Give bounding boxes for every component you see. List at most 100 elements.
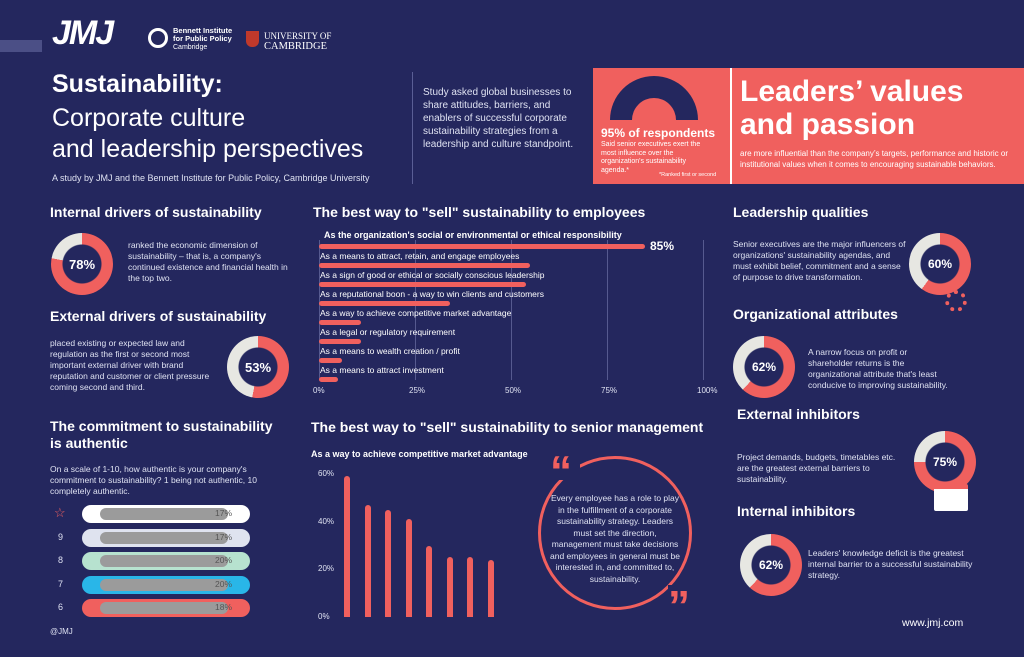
- gears-icon: [945, 290, 967, 312]
- commitment-row: 18%: [82, 599, 250, 617]
- byline: A study by JMJ and the Bennett Institute…: [52, 173, 370, 183]
- score-label: 6: [58, 602, 64, 612]
- vertical-bar: [487, 559, 494, 617]
- vertical-bar: [467, 557, 473, 617]
- commitment-row-track: [100, 602, 228, 614]
- employees-chart-top-value: 85%: [650, 239, 675, 253]
- internal-inhibitors-ring: [740, 534, 802, 596]
- org-attributes-title: Organizational attributes: [733, 306, 898, 322]
- score-label: 9: [58, 531, 64, 542]
- cambridge-crest-icon: [246, 31, 259, 47]
- commitment-title-line1: The commitment to sustainability: [50, 418, 273, 434]
- jmj-handle: @JMJ: [50, 627, 73, 636]
- commitment-title-line2: is authentic: [50, 435, 128, 451]
- vertical-bar: [364, 504, 371, 617]
- commitment-question: On a scale of 1-10, how authentic is you…: [50, 464, 257, 496]
- commitment-row-value: 17%: [214, 531, 232, 542]
- grid-line: [607, 240, 608, 380]
- commitment-row-track: [100, 555, 228, 567]
- x-tick-label: 0%: [313, 386, 325, 395]
- external-drivers-text: placed existing or expected law and regu…: [50, 338, 210, 392]
- org-attributes-ring: [733, 336, 795, 398]
- employees-chart-top-label: As the organization's social or environm…: [324, 230, 622, 240]
- commitment-row-value: 18%: [214, 602, 232, 612]
- org-attributes-percent: 62%: [751, 360, 777, 374]
- header-accent-stripe: [0, 40, 42, 52]
- x-tick-label: 25%: [409, 386, 426, 395]
- banner-stat-desc: Said senior executives exert the most in…: [601, 141, 701, 174]
- vertical-bar: [426, 545, 432, 617]
- commitment-row-value: 20%: [214, 555, 232, 565]
- internal-drivers-ring: [51, 233, 113, 295]
- cambridge-logo-bottom: CAMBRIDGE: [264, 41, 328, 52]
- bar-category-label: As a legal or regulatory requirement: [320, 327, 456, 337]
- external-inhibitors-ring: [914, 431, 976, 493]
- commitment-row-track: [100, 531, 228, 544]
- bar: [319, 377, 339, 382]
- bar: [319, 263, 531, 268]
- internal-drivers-percent: 78%: [68, 256, 96, 272]
- score-label: 8: [58, 555, 64, 565]
- senior-chart-subtitle: As a way to achieve competitive market a…: [311, 449, 528, 459]
- employees-chart-title: The best way to "sell" sustainability to…: [313, 204, 646, 220]
- quote-close-icon: ”: [668, 585, 698, 629]
- banner-headline-line1: Leaders’ values: [740, 75, 964, 108]
- page-subtitle-line2: and leadership perspectives: [52, 135, 364, 163]
- bar: [319, 339, 362, 344]
- calendar-icon: [934, 484, 968, 511]
- internal-inhibitors-title: Internal inhibitors: [737, 503, 856, 519]
- jmj-logo: JMJ: [52, 14, 114, 52]
- internal-inhibitors-text: Leaders' knowledge deficit is the greate…: [808, 548, 973, 580]
- org-attributes-text: A narrow focus on profit or shareholder …: [808, 347, 948, 390]
- bennett-logo-icon: [148, 28, 168, 48]
- banner: 95% of respondents Said senior executive…: [593, 68, 1024, 184]
- page-subtitle-line1: Corporate culture: [52, 104, 246, 132]
- grid-line: [319, 240, 320, 380]
- header-divider: [412, 72, 413, 184]
- banner-stat: 95% of respondents: [601, 126, 716, 140]
- commitment-row-value: 20%: [214, 578, 232, 589]
- x-tick-label: 50%: [505, 386, 522, 395]
- external-inhibitors-title: External inhibitors: [737, 406, 860, 422]
- y-tick-label: 60%: [318, 469, 335, 478]
- quote-circle: [538, 456, 692, 610]
- study-description: Study asked global businesses to share a…: [423, 87, 574, 150]
- grid-line: [703, 240, 704, 380]
- grid-line: [511, 240, 512, 380]
- commitment-row-value: 17%: [214, 508, 232, 518]
- leadership-ring: [909, 233, 971, 295]
- internal-drivers-text: ranked the economic dimension of sustain…: [128, 240, 288, 283]
- bar-category-label: As a way to achieve competitive market a…: [320, 308, 512, 318]
- x-tick-label: 100%: [697, 386, 718, 395]
- commitment-row-track: [100, 578, 228, 591]
- footer-url[interactable]: www.jmj.com: [902, 617, 964, 629]
- bar-category-label: As a means to attract investment: [320, 365, 444, 375]
- gauge-icon: [610, 76, 698, 120]
- external-inhibitors-text: Project demands, budgets, timetables etc…: [737, 452, 896, 484]
- vertical-bar: [344, 476, 350, 617]
- x-tick-label: 75%: [601, 386, 618, 395]
- banner-headline-line2: and passion: [740, 108, 916, 141]
- y-tick-label: 20%: [318, 564, 335, 574]
- banner-headline-desc: are more influential than the company’s …: [740, 149, 1008, 169]
- quote-text: Every employee has a role to play in the…: [550, 493, 680, 584]
- y-tick-label: 40%: [318, 516, 335, 526]
- score-label: 7: [58, 578, 64, 589]
- senior-chart-title: The best way to "sell" sustainability to…: [311, 419, 704, 435]
- bar-category-label: As a sign of good or ethical or socially…: [320, 270, 545, 280]
- commitment-row: 17%: [82, 528, 250, 547]
- commitment-row: 17%: [82, 505, 250, 523]
- vertical-bar: [385, 509, 391, 617]
- commitment-row: 20%: [82, 575, 250, 594]
- grid-line: [415, 240, 416, 380]
- bar: [319, 358, 343, 363]
- banner-divider: [730, 68, 732, 184]
- bar-category-label: As a reputational boon - a way to win cl…: [320, 289, 544, 299]
- bar: [319, 320, 362, 325]
- cambridge-logo-top: UNIVERSITY OF: [264, 31, 332, 41]
- bar: [319, 244, 646, 249]
- bar-category-label: As a means to wealth creation / profit: [320, 346, 460, 356]
- external-inhibitors-percent: 75%: [932, 455, 958, 469]
- external-drivers-title: External drivers of sustainability: [50, 308, 267, 324]
- bennett-logo-sub: Cambridge: [173, 44, 208, 51]
